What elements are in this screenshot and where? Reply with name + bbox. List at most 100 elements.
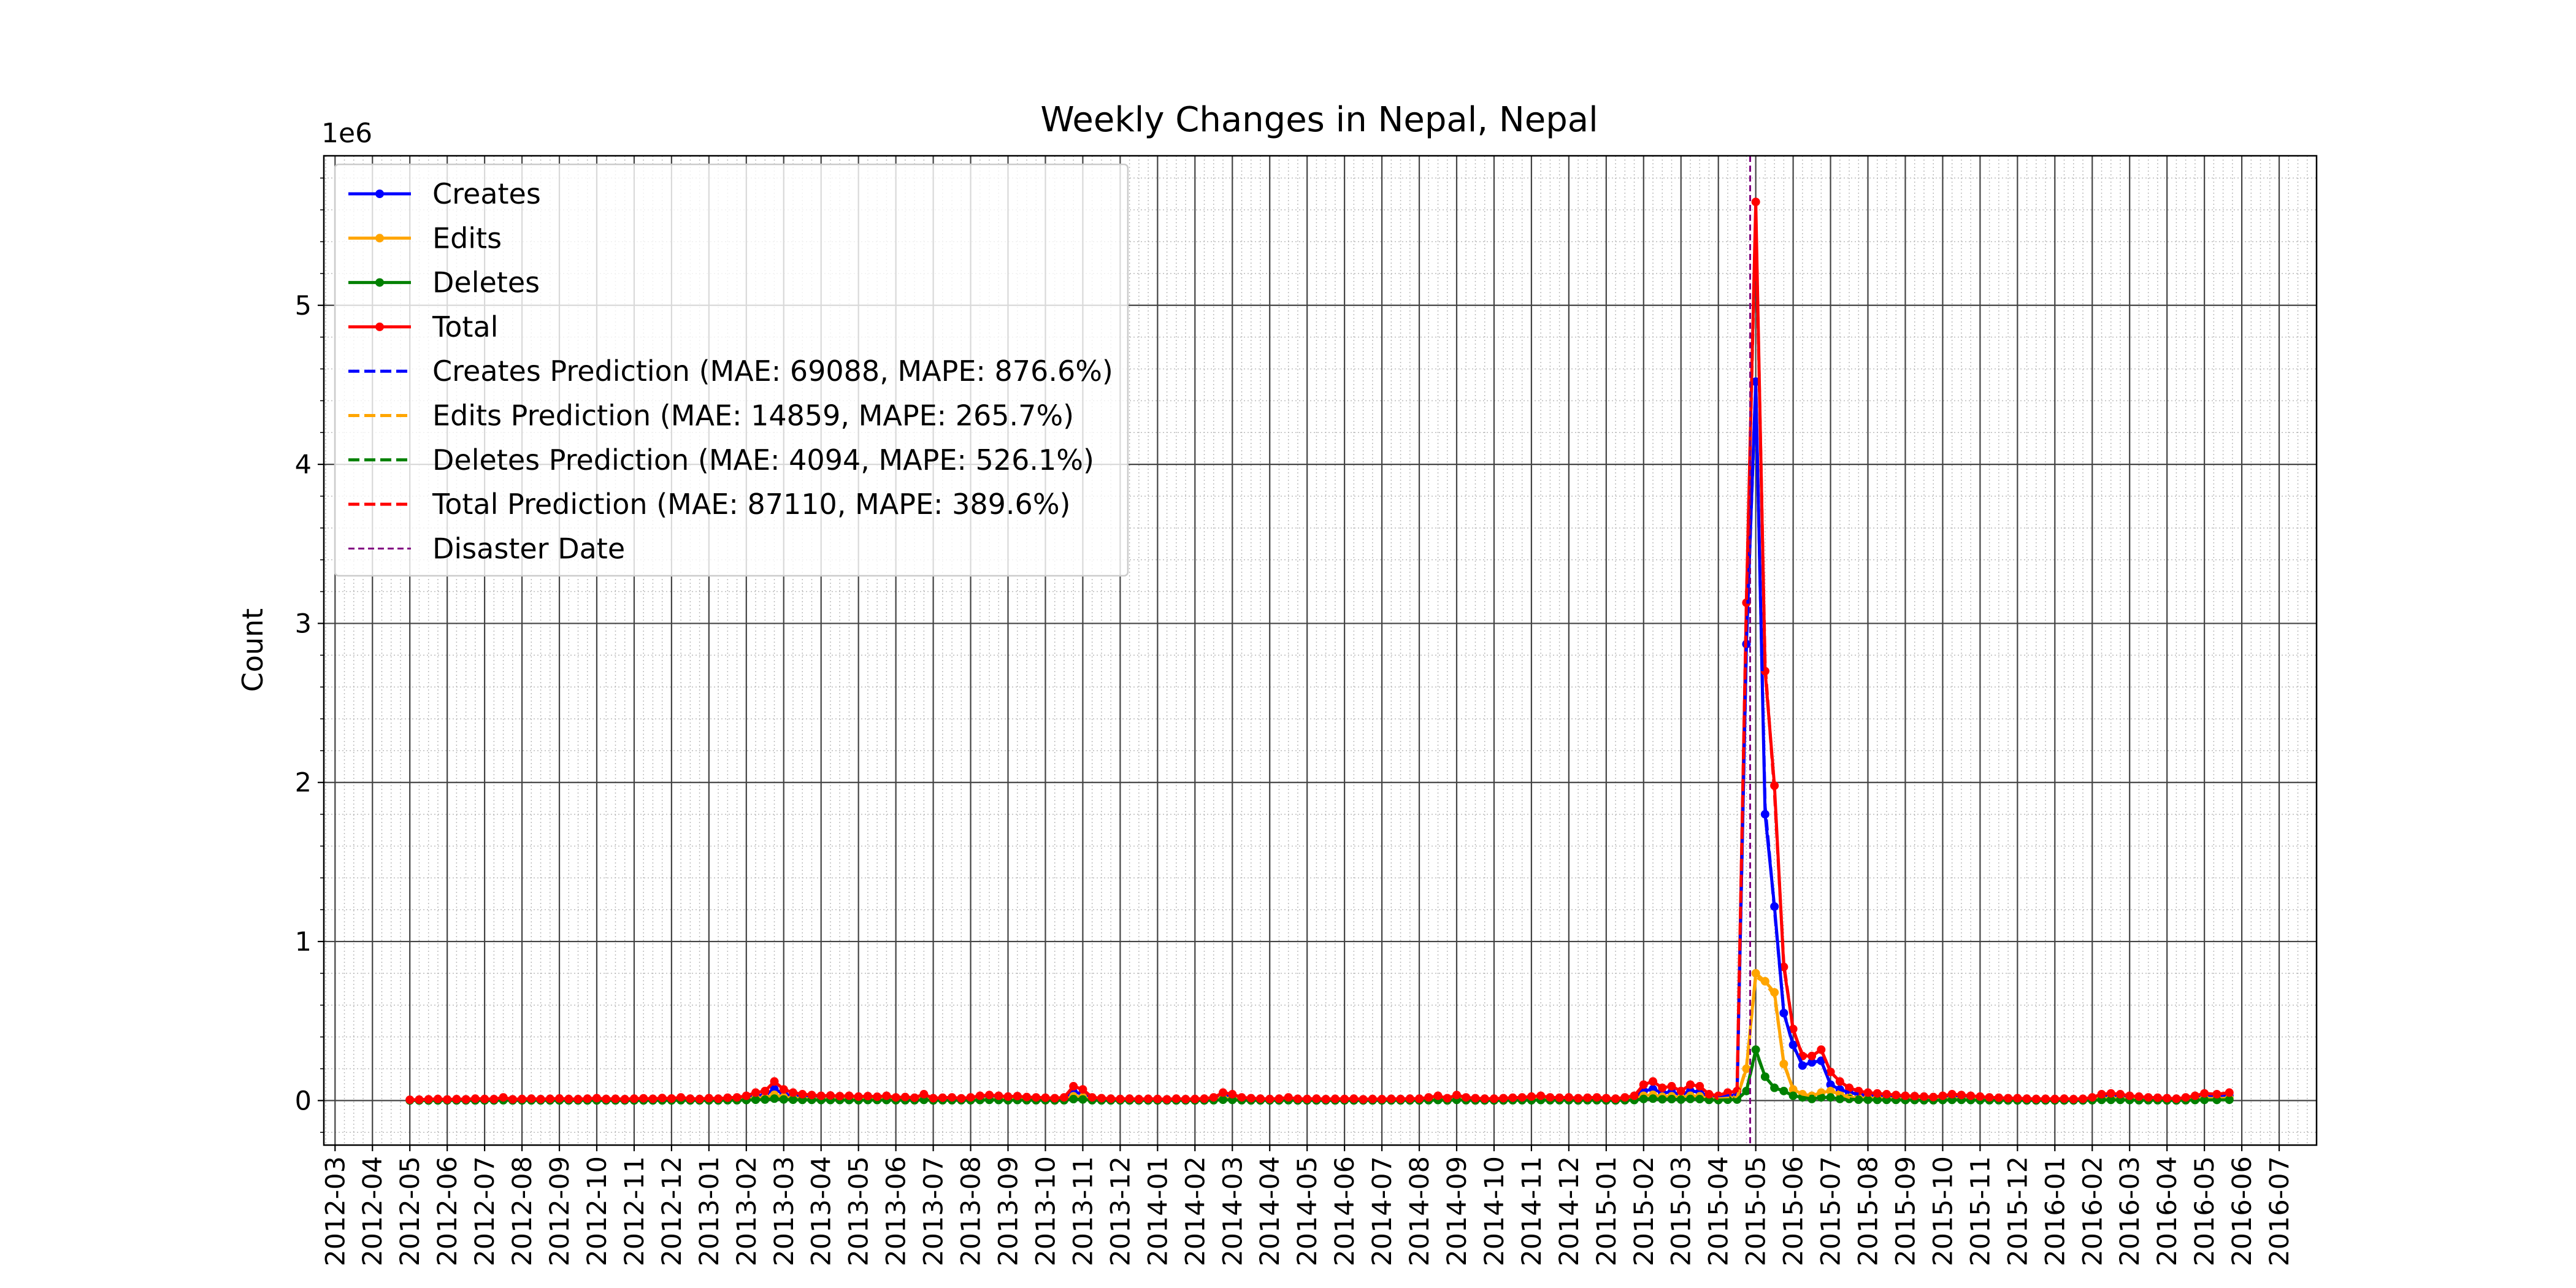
- x-tick-label: 2014-11: [1517, 1156, 1547, 1267]
- data-point: [1275, 1094, 1284, 1103]
- data-point: [1246, 1094, 1255, 1103]
- x-tick-label: 2013-05: [844, 1156, 875, 1267]
- data-point: [1695, 1082, 1704, 1091]
- data-point: [985, 1091, 994, 1100]
- data-point: [1312, 1094, 1321, 1103]
- data-point: [2225, 1095, 2234, 1105]
- data-point: [415, 1095, 424, 1104]
- data-point: [2041, 1094, 2050, 1103]
- data-point: [1536, 1091, 1546, 1100]
- data-point: [1032, 1093, 1041, 1102]
- data-point: [1667, 1082, 1676, 1091]
- data-point: [1639, 1094, 1648, 1103]
- data-point: [536, 1095, 545, 1104]
- data-point: [667, 1094, 676, 1103]
- data-point: [704, 1094, 713, 1103]
- data-point: [2144, 1093, 2153, 1102]
- data-point: [742, 1091, 751, 1100]
- data-point: [1069, 1082, 1078, 1091]
- data-point: [1658, 1083, 1667, 1092]
- data-point: [1751, 1045, 1760, 1054]
- x-tick-label: 2014-09: [1442, 1156, 1473, 1267]
- data-point: [1611, 1094, 1620, 1103]
- data-point: [2200, 1095, 2209, 1105]
- data-point: [807, 1091, 816, 1100]
- x-tick-label: 2016-07: [2264, 1156, 2295, 1267]
- y-tick-label: 1: [295, 927, 312, 957]
- data-point: [975, 1091, 984, 1100]
- data-point: [2163, 1094, 2172, 1103]
- data-point: [1171, 1094, 1181, 1103]
- data-point: [1751, 197, 1760, 207]
- data-point: [1471, 1094, 1480, 1103]
- data-point: [873, 1092, 882, 1102]
- data-point: [1704, 1090, 1714, 1099]
- data-point: [1162, 1095, 1171, 1104]
- data-point: [1583, 1093, 1592, 1102]
- data-point: [1134, 1095, 1143, 1104]
- data-point: [2125, 1091, 2134, 1100]
- data-point: [1873, 1089, 1882, 1098]
- legend-marker: [375, 190, 384, 198]
- legend-label: Creates Prediction (MAE: 69088, MAPE: 87…: [432, 355, 1113, 388]
- chart-title: Weekly Changes in Nepal, Nepal: [1040, 100, 1598, 140]
- x-tick-label: 2015-09: [1890, 1156, 1921, 1267]
- data-point: [1405, 1094, 1414, 1103]
- x-tick-label: 2015-07: [1816, 1156, 1847, 1267]
- data-point: [1555, 1093, 1564, 1102]
- data-point: [1396, 1094, 1405, 1103]
- data-point: [1078, 1085, 1087, 1094]
- legend-label: Deletes: [432, 266, 540, 299]
- y-axis-label: Count: [236, 608, 269, 692]
- legend-label: Edits: [432, 221, 502, 255]
- data-point: [677, 1093, 686, 1102]
- data-point: [948, 1093, 957, 1102]
- legend-label: Total: [432, 310, 498, 343]
- data-point: [508, 1095, 517, 1104]
- data-point: [480, 1094, 489, 1103]
- data-point: [1368, 1094, 1377, 1103]
- data-point: [751, 1088, 761, 1097]
- data-point: [1219, 1088, 1228, 1097]
- data-point: [1919, 1092, 1928, 1101]
- y-tick-label: 0: [295, 1086, 312, 1116]
- data-point: [1985, 1093, 1994, 1102]
- x-tick-label: 2015-05: [1741, 1156, 1772, 1267]
- data-point: [1144, 1094, 1153, 1103]
- x-tick-label: 2016-01: [2040, 1156, 2071, 1267]
- x-tick-label: 2015-10: [1928, 1156, 1958, 1267]
- data-point: [461, 1095, 470, 1104]
- data-point: [1574, 1094, 1583, 1103]
- data-point: [1050, 1094, 1059, 1103]
- data-point: [545, 1094, 554, 1103]
- data-point: [1349, 1094, 1359, 1103]
- data-point: [686, 1094, 695, 1103]
- legend-label: Deletes Prediction (MAE: 4094, MAPE: 526…: [432, 443, 1094, 477]
- data-point: [966, 1093, 975, 1102]
- data-point: [2097, 1090, 2106, 1099]
- data-point: [1433, 1091, 1443, 1100]
- data-point: [1601, 1094, 1611, 1103]
- x-tick-label: 2014-07: [1367, 1156, 1398, 1267]
- data-point: [1069, 1095, 1078, 1104]
- data-point: [1546, 1093, 1555, 1102]
- x-tick-label: 2012-12: [657, 1156, 688, 1267]
- y-tick-label: 2: [295, 768, 312, 799]
- legend-label: Creates: [432, 177, 541, 210]
- data-point: [1779, 962, 1788, 972]
- x-tick-label: 2014-08: [1405, 1156, 1435, 1267]
- data-point: [1564, 1093, 1573, 1102]
- data-point: [555, 1094, 564, 1103]
- x-tick-label: 2013-07: [919, 1156, 949, 1267]
- data-point: [470, 1094, 480, 1103]
- data-point: [882, 1091, 891, 1100]
- data-point: [405, 1095, 415, 1105]
- data-point: [573, 1095, 583, 1104]
- data-point: [761, 1086, 770, 1095]
- x-tick-label: 2014-05: [1292, 1156, 1323, 1267]
- data-point: [1742, 1086, 1751, 1095]
- data-point: [1330, 1094, 1340, 1103]
- x-tick-label: 2012-04: [358, 1156, 388, 1267]
- data-point: [1359, 1095, 1368, 1104]
- x-tick-label: 2016-03: [2115, 1156, 2145, 1267]
